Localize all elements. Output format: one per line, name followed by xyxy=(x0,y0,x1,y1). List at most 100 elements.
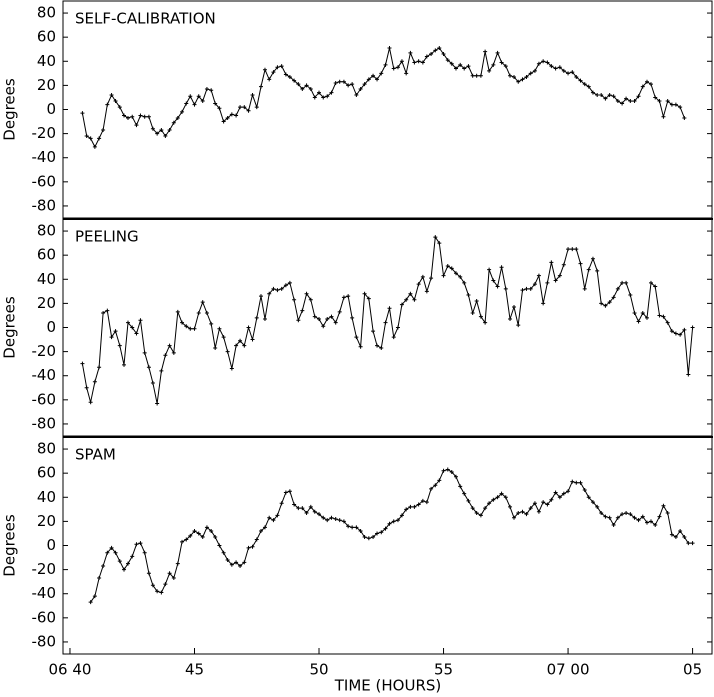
point-marker xyxy=(209,529,214,534)
point-marker xyxy=(138,318,143,323)
point-marker xyxy=(553,66,558,71)
point-marker xyxy=(661,503,666,508)
y-tick-label: 60 xyxy=(37,28,56,46)
point-marker xyxy=(673,102,678,107)
point-marker xyxy=(304,291,309,296)
point-marker xyxy=(271,70,276,75)
point-marker xyxy=(362,82,367,87)
point-marker xyxy=(429,52,434,57)
y-axis-label: Degrees xyxy=(1,514,19,577)
point-marker xyxy=(528,506,533,511)
point-marker xyxy=(429,276,434,281)
point-marker xyxy=(640,84,645,89)
point-marker xyxy=(557,65,562,70)
point-marker xyxy=(354,335,359,340)
y-axis-label: Degrees xyxy=(1,296,19,359)
point-marker xyxy=(648,82,653,87)
point-marker xyxy=(503,495,508,500)
point-marker xyxy=(122,113,127,118)
point-marker xyxy=(678,332,683,337)
point-marker xyxy=(653,523,658,528)
point-marker xyxy=(512,74,517,79)
point-marker xyxy=(383,62,388,67)
point-marker xyxy=(246,325,251,330)
point-marker xyxy=(582,82,587,87)
point-marker xyxy=(669,329,674,334)
point-marker xyxy=(188,94,193,99)
point-marker xyxy=(92,144,97,149)
point-marker xyxy=(441,273,446,278)
point-marker xyxy=(536,273,541,278)
panel-title: SPAM xyxy=(75,446,116,464)
point-marker xyxy=(379,530,384,535)
point-marker xyxy=(395,65,400,70)
point-marker xyxy=(159,590,164,595)
point-marker xyxy=(628,292,633,297)
point-marker xyxy=(636,319,641,324)
point-marker xyxy=(424,500,429,505)
point-marker xyxy=(167,127,172,132)
point-marker xyxy=(599,510,604,515)
point-marker xyxy=(474,73,479,78)
point-marker xyxy=(109,93,114,98)
point-marker xyxy=(657,99,662,104)
point-marker xyxy=(590,90,595,95)
point-marker xyxy=(292,78,297,83)
point-marker xyxy=(648,519,653,524)
point-marker xyxy=(495,50,500,55)
point-marker xyxy=(474,298,479,303)
point-marker xyxy=(399,513,404,518)
point-marker xyxy=(213,535,218,540)
point-marker xyxy=(308,504,313,509)
point-marker xyxy=(404,297,409,302)
point-marker xyxy=(449,266,454,271)
point-marker xyxy=(690,541,695,546)
point-marker xyxy=(545,280,550,285)
point-marker xyxy=(516,510,521,515)
point-marker xyxy=(383,526,388,531)
point-marker xyxy=(628,99,633,104)
point-marker xyxy=(171,350,176,355)
point-marker xyxy=(399,302,404,307)
point-marker xyxy=(341,295,346,300)
y-tick-label: -60 xyxy=(32,390,57,408)
y-tick-label: 80 xyxy=(37,4,56,22)
point-marker xyxy=(354,93,359,98)
point-marker xyxy=(333,516,338,521)
point-marker xyxy=(508,73,513,78)
point-marker xyxy=(424,289,429,294)
point-marker xyxy=(258,294,263,299)
point-marker xyxy=(640,514,645,519)
point-marker xyxy=(358,344,363,349)
point-marker xyxy=(337,79,342,84)
x-axis-label: TIME (HOURS) xyxy=(334,677,442,695)
point-marker xyxy=(163,582,168,587)
point-marker xyxy=(437,241,442,246)
point-marker xyxy=(645,315,650,320)
point-marker xyxy=(97,136,102,141)
point-marker xyxy=(665,99,670,104)
point-marker xyxy=(466,292,471,297)
point-marker xyxy=(134,331,139,336)
point-marker xyxy=(603,514,608,519)
point-marker xyxy=(138,541,143,546)
point-marker xyxy=(582,286,587,291)
point-marker xyxy=(275,513,280,518)
point-marker xyxy=(462,491,467,496)
point-marker xyxy=(262,67,267,72)
point-marker xyxy=(130,325,135,330)
point-marker xyxy=(661,314,666,319)
point-marker xyxy=(329,90,334,95)
point-marker xyxy=(267,515,272,520)
y-tick-label: -80 xyxy=(32,196,57,214)
point-marker xyxy=(524,74,529,79)
point-marker xyxy=(225,115,230,120)
point-marker xyxy=(599,301,604,306)
point-marker xyxy=(192,102,197,107)
point-marker xyxy=(528,286,533,291)
point-marker xyxy=(238,563,243,568)
point-marker xyxy=(204,311,209,316)
point-marker xyxy=(582,488,587,493)
point-marker xyxy=(541,59,546,64)
point-marker xyxy=(221,550,226,555)
